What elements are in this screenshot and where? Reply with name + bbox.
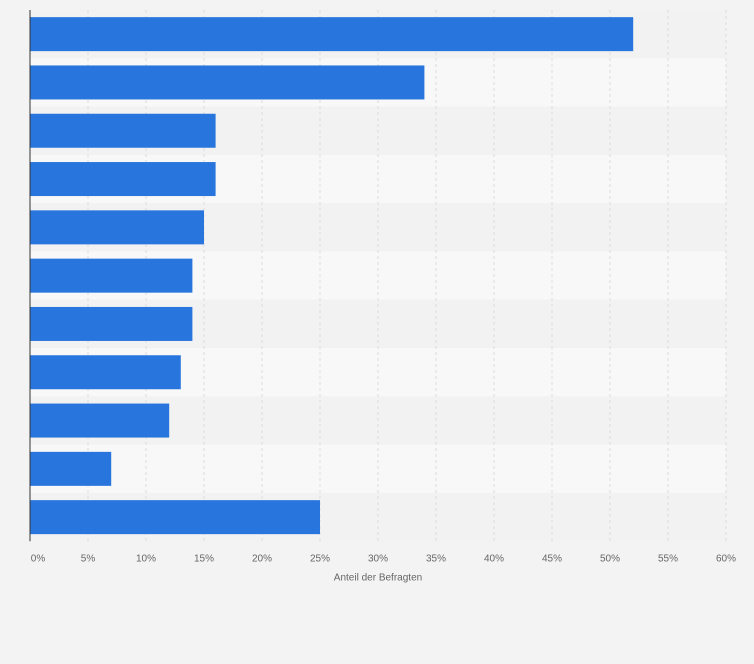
bar	[30, 451, 112, 486]
x-tick-labels: 0% 5% 10% 15% 20% 25% 30% 35% 40% 45% 50% 55% 60%	[31, 553, 736, 564]
bar	[30, 65, 425, 100]
bar	[30, 403, 170, 438]
x-axis-label: Anteil der Befragten	[334, 572, 422, 583]
bar	[30, 210, 204, 245]
x-tick-label: 60%	[716, 553, 736, 564]
x-tick-label: 30%	[368, 553, 388, 564]
x-tick-label: 40%	[484, 553, 504, 564]
bar	[30, 17, 634, 52]
x-tick-label: 10%	[136, 553, 156, 564]
bar	[30, 355, 181, 390]
x-tick-label: 15%	[194, 553, 214, 564]
x-tick-label: 25%	[310, 553, 330, 564]
x-tick-label: 20%	[252, 553, 272, 564]
bar	[30, 306, 193, 341]
x-tick-label: 35%	[426, 553, 446, 564]
x-tick-label: 55%	[658, 553, 678, 564]
bar	[30, 162, 216, 197]
bar	[30, 500, 320, 535]
bar	[30, 113, 216, 148]
x-tick-label: 50%	[600, 553, 620, 564]
x-tick-label: 5%	[81, 553, 96, 564]
x-tick-label: 45%	[542, 553, 562, 564]
x-tick-label: 0%	[31, 553, 46, 564]
bar	[30, 258, 193, 293]
bars	[30, 17, 634, 535]
